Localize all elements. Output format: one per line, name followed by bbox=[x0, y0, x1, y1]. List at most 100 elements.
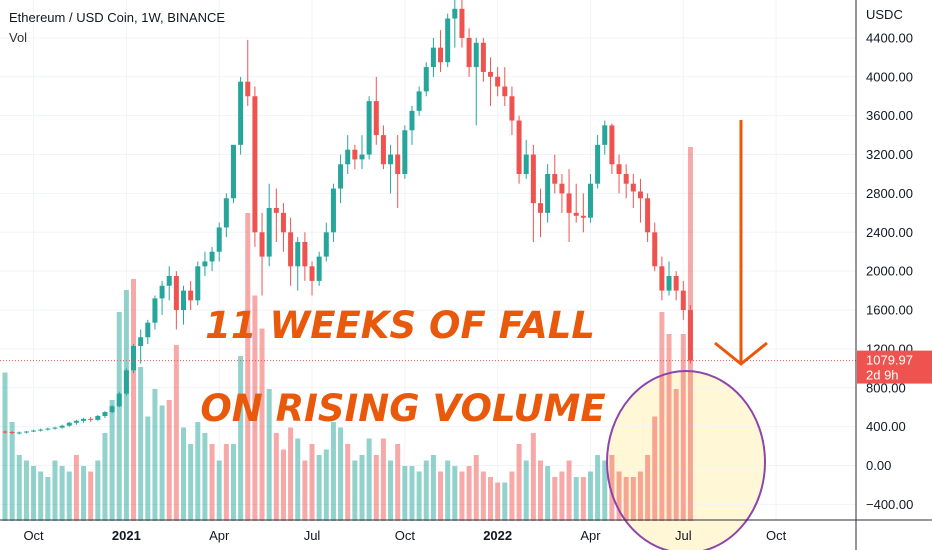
candle-body bbox=[552, 173, 558, 184]
candle-body bbox=[309, 266, 315, 281]
volume-highlight-circle bbox=[606, 370, 766, 550]
volume-bar bbox=[438, 471, 444, 521]
volume-bar bbox=[152, 389, 158, 521]
chart-legend: Ethereum / USD Coin, 1W, BINANCE Vol bbox=[9, 8, 225, 48]
volume-bar bbox=[416, 471, 422, 521]
candle-body bbox=[2, 431, 8, 433]
volume-bar bbox=[88, 471, 94, 521]
candle-body bbox=[637, 191, 643, 199]
volume-bar bbox=[402, 466, 408, 521]
candle-body bbox=[95, 415, 101, 420]
volume-bar bbox=[273, 433, 279, 521]
volume-bar bbox=[609, 455, 615, 521]
candle-body bbox=[9, 432, 15, 434]
volume-bar bbox=[145, 416, 151, 521]
candle-body bbox=[188, 290, 194, 301]
candle-body bbox=[302, 242, 308, 267]
candle-body bbox=[373, 101, 379, 136]
candle-body bbox=[259, 232, 265, 257]
volume-bar bbox=[280, 449, 286, 521]
volume-bar bbox=[637, 471, 643, 521]
volume-bar bbox=[573, 477, 579, 521]
volume-bar bbox=[181, 427, 186, 521]
volume-bar bbox=[31, 466, 37, 521]
volume-bar bbox=[109, 400, 115, 521]
volume-bar bbox=[345, 444, 351, 521]
volume-bar bbox=[509, 471, 515, 521]
volume-bar bbox=[516, 444, 522, 521]
candle-body bbox=[388, 154, 394, 165]
volume-bar bbox=[116, 312, 122, 521]
candle-body bbox=[45, 428, 51, 430]
currency-label: USDC bbox=[866, 7, 903, 22]
candle-body bbox=[238, 81, 244, 145]
volume-bar bbox=[245, 213, 251, 521]
candle-body bbox=[131, 346, 137, 371]
candle-body bbox=[509, 96, 515, 121]
candle-body bbox=[452, 8, 458, 19]
candle-body bbox=[173, 276, 179, 311]
candle-body bbox=[687, 310, 693, 361]
volume-bar bbox=[338, 427, 344, 521]
candle-body bbox=[423, 67, 429, 92]
candle-body bbox=[395, 154, 401, 174]
x-tick-label: Apr bbox=[580, 528, 601, 543]
grid bbox=[0, 0, 856, 520]
candle-body bbox=[523, 154, 529, 174]
x-tick-label: Jul bbox=[675, 528, 692, 543]
price-candles bbox=[2, 0, 693, 435]
candle-body bbox=[430, 47, 436, 68]
candle-body bbox=[181, 290, 186, 311]
candle-body bbox=[595, 144, 601, 184]
candle-body bbox=[516, 120, 522, 174]
volume-bar bbox=[166, 400, 172, 521]
candle-body bbox=[438, 47, 444, 63]
candle-body bbox=[652, 232, 658, 267]
volume-bar bbox=[595, 455, 601, 521]
x-tick-label: 2021 bbox=[112, 528, 141, 543]
candle-body bbox=[23, 431, 29, 433]
symbol-title: Ethereum / USD Coin, 1W, BINANCE bbox=[9, 10, 226, 25]
volume-bar bbox=[452, 466, 458, 521]
candle-body bbox=[330, 188, 336, 233]
candle-body bbox=[109, 406, 115, 413]
volume-bar bbox=[559, 471, 565, 521]
volume-bar bbox=[102, 433, 108, 521]
volume-bar bbox=[73, 455, 79, 521]
volume-bar bbox=[9, 422, 15, 521]
volume-bar bbox=[488, 477, 494, 521]
candle-body bbox=[145, 322, 151, 338]
volume-bar bbox=[38, 471, 44, 521]
candle-body bbox=[338, 164, 344, 189]
volume-bar bbox=[23, 460, 29, 521]
y-tick-label: 800.00 bbox=[866, 380, 906, 395]
current-price-tag bbox=[857, 350, 932, 384]
candle-body bbox=[630, 183, 636, 192]
candle-body bbox=[587, 183, 593, 218]
candle-body bbox=[223, 198, 229, 228]
candle-body bbox=[602, 125, 608, 145]
volume-bar bbox=[523, 460, 529, 521]
volume-bar bbox=[645, 455, 651, 521]
volume-bar bbox=[288, 427, 294, 521]
y-tick-label: 3600.00 bbox=[866, 108, 913, 123]
candle-body bbox=[545, 173, 551, 213]
volume-bar bbox=[252, 295, 258, 521]
candle-body bbox=[152, 298, 158, 323]
candle-body bbox=[273, 208, 279, 213]
volume-bar bbox=[123, 290, 129, 521]
volume-bar bbox=[587, 471, 593, 521]
volume-bar bbox=[616, 471, 622, 521]
candle-body bbox=[266, 208, 272, 257]
volume-bar bbox=[131, 279, 137, 521]
volume-bar bbox=[323, 449, 329, 521]
volume-bar bbox=[409, 466, 415, 521]
candle-body bbox=[645, 198, 651, 233]
volume-bar bbox=[480, 471, 486, 521]
volume-bar bbox=[673, 389, 679, 521]
volume-bar bbox=[652, 416, 658, 521]
volume-bar bbox=[602, 460, 608, 521]
y-tick-label: 400.00 bbox=[866, 419, 906, 434]
